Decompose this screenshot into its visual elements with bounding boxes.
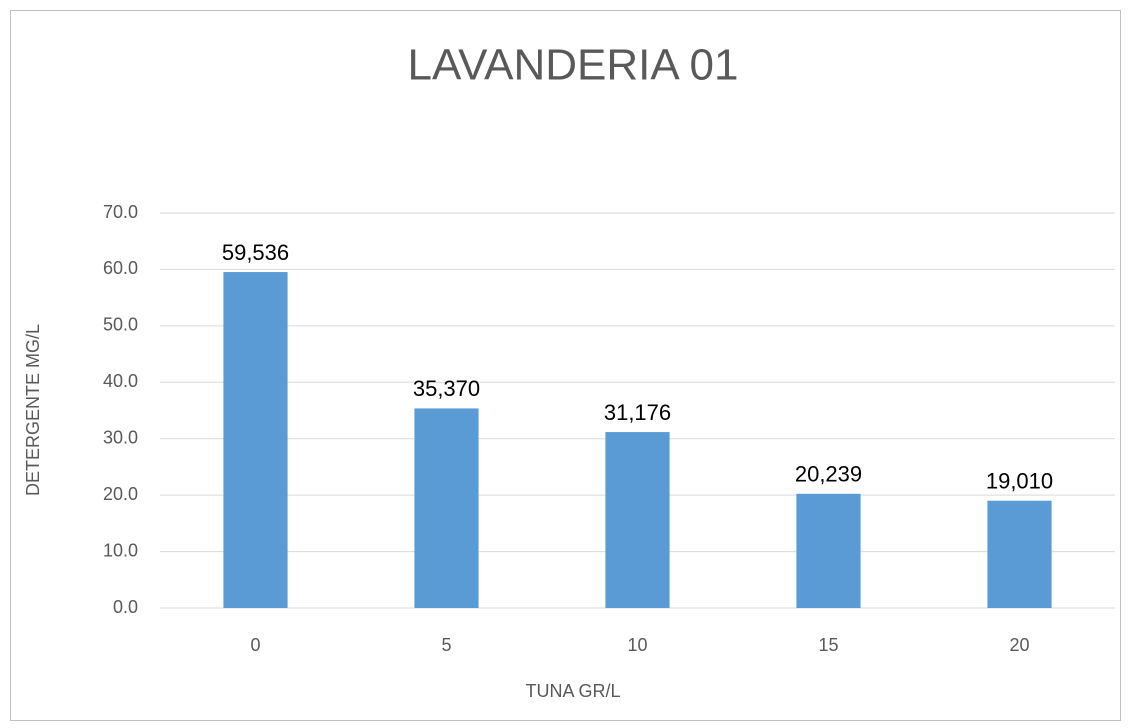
chart-frame — [10, 10, 1121, 721]
y-tick-label: 10.0 — [103, 540, 138, 560]
data-label: 35,370 — [413, 376, 480, 401]
x-axis-label: TUNA GR/L — [525, 681, 620, 701]
y-tick-label: 30.0 — [103, 427, 138, 447]
bar — [605, 432, 670, 608]
x-tick-label: 10 — [627, 635, 647, 655]
y-tick-label: 40.0 — [103, 371, 138, 391]
x-tick-label: 0 — [250, 635, 260, 655]
y-tick-label: 60.0 — [103, 258, 138, 278]
data-label: 19,010 — [986, 469, 1053, 494]
x-tick-label: 20 — [1009, 635, 1029, 655]
data-label: 59,536 — [222, 240, 289, 265]
chart-title: LAVANDERIA 01 — [408, 41, 739, 90]
bar — [796, 493, 861, 608]
x-tick-label: 5 — [441, 635, 451, 655]
bar — [987, 500, 1052, 608]
y-tick-label: 50.0 — [103, 315, 138, 335]
data-label: 20,239 — [795, 462, 862, 487]
data-label: 31,176 — [604, 400, 671, 425]
bar — [414, 408, 479, 608]
y-tick-label: 20.0 — [103, 484, 138, 504]
y-tick-label: 70.0 — [103, 202, 138, 222]
x-tick-label: 15 — [818, 635, 838, 655]
y-axis-label: DETERGENTE MG/L — [23, 324, 43, 496]
bar — [223, 272, 288, 608]
y-tick-label: 0.0 — [113, 597, 138, 617]
